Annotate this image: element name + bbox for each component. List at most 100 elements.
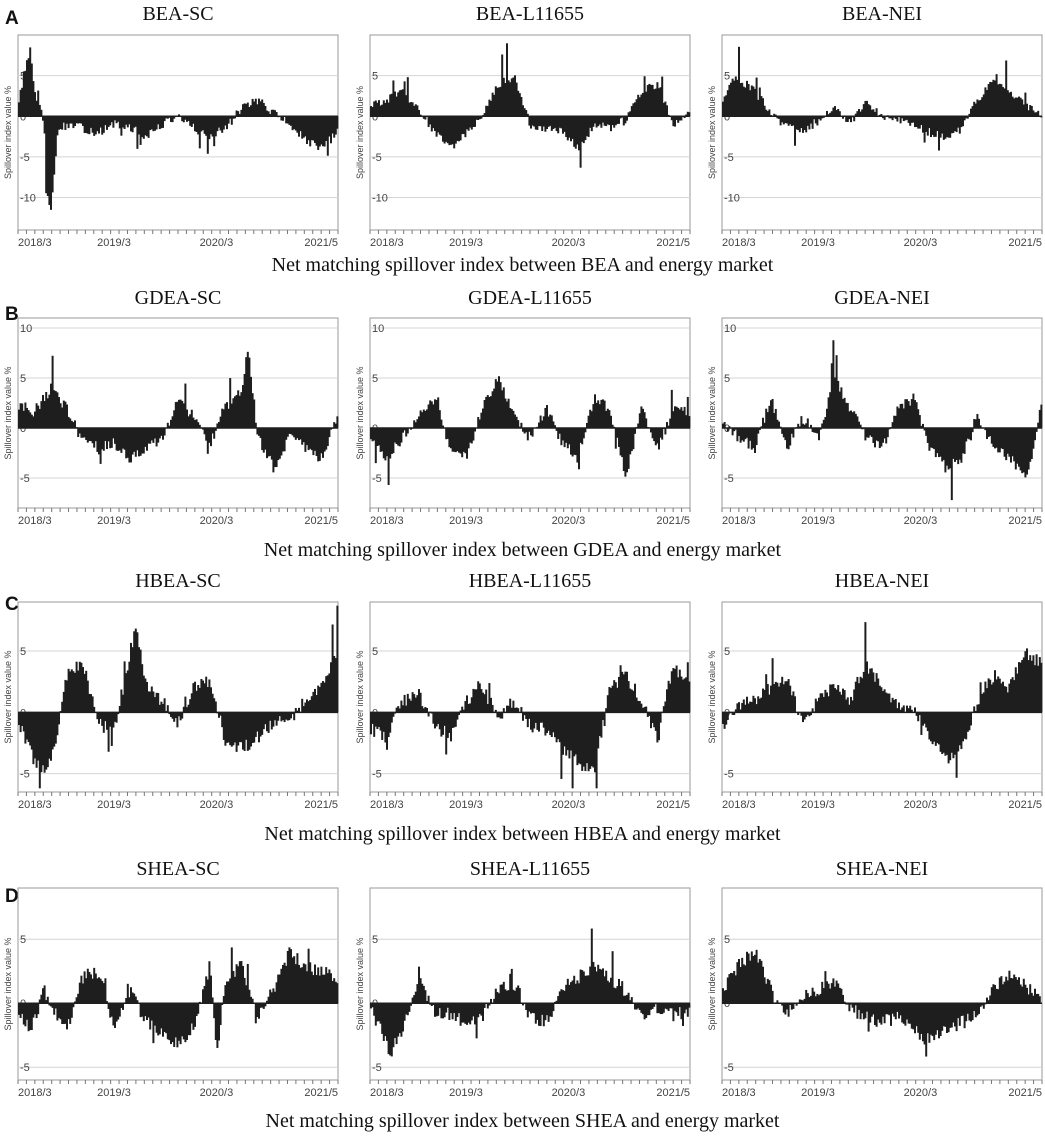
data-bar (1000, 683, 1003, 713)
data-bar (235, 395, 238, 428)
data-bar (666, 105, 668, 117)
data-bar (101, 116, 104, 135)
data-bar (406, 1003, 409, 1016)
data-bar (1005, 686, 1008, 713)
data-bar (472, 688, 475, 713)
data-bar (832, 978, 835, 1004)
data-bar (504, 398, 507, 428)
data-bar (749, 428, 752, 441)
data-bar (1034, 665, 1036, 713)
data-bar (898, 408, 900, 428)
data-bar (734, 428, 737, 430)
data-bar (242, 385, 244, 428)
data-bar (597, 964, 600, 1004)
data-bar (758, 87, 761, 117)
data-bar (619, 428, 622, 456)
data-bar (664, 1003, 667, 1009)
data-bar (384, 712, 387, 743)
data-bar (480, 116, 483, 119)
data-bar (163, 428, 166, 436)
data-bar (222, 712, 225, 740)
data-bar (72, 1003, 75, 1008)
data-bar (842, 994, 844, 1004)
data-bar (899, 1003, 902, 1016)
data-bar (955, 1003, 958, 1032)
data-bar (250, 996, 252, 1004)
data-bar (104, 978, 107, 1004)
data-bar (467, 703, 470, 713)
data-bar (314, 688, 316, 713)
data-bar (563, 428, 566, 448)
x-tick-label: 2020/3 (552, 1087, 586, 1099)
data-bar (976, 1003, 979, 1016)
data-bar (459, 1003, 462, 1026)
data-bar (754, 954, 756, 1004)
data-bar (776, 116, 779, 119)
data-bar (664, 428, 667, 435)
data-bar (86, 968, 89, 1004)
data-bar (582, 712, 585, 767)
data-bar (32, 712, 35, 765)
data-bar (211, 693, 214, 713)
data-bar (1027, 994, 1030, 1004)
data-bar (914, 116, 916, 128)
data-bar (125, 116, 128, 125)
data-bar (962, 428, 964, 454)
data-bar (1013, 428, 1016, 462)
data-bar (854, 413, 857, 428)
data-bar (765, 983, 768, 1004)
x-tick-label: 2018/3 (722, 799, 756, 811)
data-bar (101, 428, 104, 450)
data-bar (539, 1003, 542, 1027)
data-bar (469, 116, 472, 128)
data-bar (837, 685, 840, 713)
data-bar (32, 416, 35, 428)
data-bar (1024, 984, 1027, 1004)
data-bar (246, 102, 249, 117)
data-bar (78, 428, 81, 434)
data-bar (176, 712, 179, 728)
data-bar (1040, 404, 1043, 428)
data-bar (838, 691, 841, 713)
data-bar (920, 712, 923, 735)
data-bar (526, 712, 529, 728)
data-bar (554, 116, 556, 128)
data-bar (98, 116, 100, 134)
data-bar (467, 116, 470, 131)
data-bar (301, 428, 304, 445)
data-bar (168, 425, 171, 428)
data-bar (171, 116, 174, 123)
data-bar (165, 1003, 168, 1034)
data-bar (237, 111, 240, 117)
data-bar (963, 116, 966, 121)
data-bar (427, 404, 430, 428)
data-bar (46, 116, 49, 197)
data-bar (112, 116, 115, 128)
x-tick-label: 2018/3 (18, 237, 52, 249)
data-bar (872, 1003, 875, 1015)
data-bar (557, 428, 560, 439)
data-bar (557, 996, 560, 1004)
data-bar (142, 428, 145, 454)
data-bar (59, 403, 62, 428)
data-bar (738, 46, 740, 117)
data-bar (910, 116, 913, 123)
data-bar (496, 381, 499, 428)
data-bar (448, 116, 451, 146)
data-bar (221, 712, 224, 728)
data-bar (413, 995, 416, 1004)
data-bar (379, 712, 382, 731)
data-bar (442, 712, 444, 735)
data-bar (786, 428, 788, 449)
data-bar (224, 712, 227, 746)
data-bar (285, 428, 288, 440)
data-bar (326, 116, 329, 156)
data-bar (878, 428, 881, 449)
data-bar (611, 116, 614, 126)
data-bar (461, 706, 464, 713)
data-bar (386, 99, 388, 117)
data-bar (179, 712, 182, 721)
data-bar (221, 116, 224, 133)
data-bar (272, 428, 275, 473)
data-bar (336, 116, 339, 129)
